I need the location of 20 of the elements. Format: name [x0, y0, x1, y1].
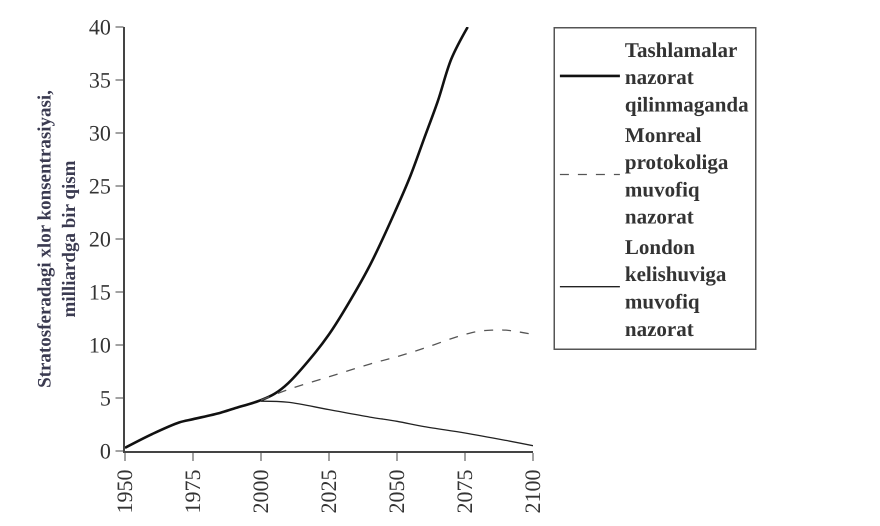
- legend-label: London kelishuviga muvofiq nazorat: [624, 234, 727, 341]
- y-tick-label: 15: [88, 280, 111, 305]
- y-tick-label: 20: [88, 226, 111, 252]
- y-tick-label: 30: [88, 120, 111, 146]
- y-tick-label: 35: [88, 68, 111, 93]
- legend-label: Monreal protokoliga muvofiq nazorat: [624, 122, 729, 229]
- y-tick-label: 25: [88, 174, 111, 199]
- x-tick-label: 2075: [452, 470, 478, 514]
- x-tick-label: 1950: [112, 470, 138, 514]
- y-tick-label: 10: [88, 332, 111, 358]
- x-tick-label: 2025: [316, 470, 342, 514]
- x-tick-label: 2000: [248, 470, 274, 514]
- legend-label: Tashlamalar nazorat qilinmaganda: [624, 38, 750, 116]
- x-tick-label: 1975: [180, 470, 206, 514]
- y-tick-label: 40: [88, 14, 111, 40]
- y-tick-label: 5: [100, 386, 111, 411]
- x-tick-label: 2100: [520, 470, 546, 514]
- y-tick-label: 0: [100, 438, 111, 464]
- x-tick-label: 2050: [384, 470, 410, 514]
- y-axis-title: Stratosferadagi xlor konsentrasiyasi, milliardga bir qism: [34, 90, 80, 388]
